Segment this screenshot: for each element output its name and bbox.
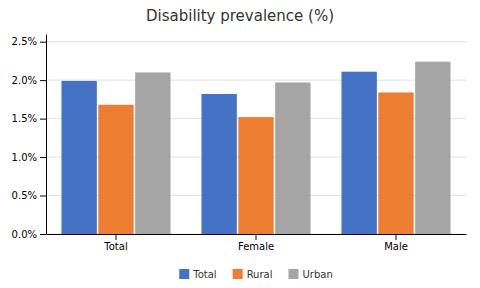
bar — [98, 105, 133, 234]
x-tick: Male — [384, 234, 408, 252]
bar-series — [61, 72, 376, 234]
bar-series — [135, 62, 450, 234]
y-axis-line — [46, 35, 47, 235]
grid-line — [46, 80, 466, 81]
y-tick: 1.0% — [12, 152, 46, 163]
x-tick-label: Total — [103, 241, 127, 252]
legend-label: Rural — [247, 269, 273, 280]
legend-swatch — [233, 269, 243, 279]
x-tick-label: Male — [384, 241, 408, 252]
legend: Total Rural Urban — [179, 269, 332, 280]
bar — [61, 81, 96, 234]
bar — [135, 72, 170, 234]
legend-swatch — [288, 269, 298, 279]
bar — [201, 94, 236, 234]
y-tick-mark — [40, 42, 46, 43]
y-tick: 1.5% — [12, 113, 46, 124]
legend-label: Urban — [302, 269, 332, 280]
y-tick-label: 1.0% — [12, 152, 37, 163]
x-tick-mark — [256, 234, 257, 240]
y-tick-mark — [40, 157, 46, 158]
bars — [61, 62, 450, 234]
y-tick-mark — [40, 80, 46, 81]
y-tick-label: 1.5% — [12, 113, 37, 124]
legend-swatch — [179, 269, 189, 279]
bar — [341, 72, 376, 234]
bar — [238, 117, 273, 234]
chart: Disability prevalence (%) 0.0% 0.5% 1.0% 1.5… — [0, 0, 480, 288]
y-tick: 2.5% — [12, 36, 46, 47]
x-tick-mark — [396, 234, 397, 240]
x-axis: Total Female Male — [47, 234, 467, 252]
legend-item: Urban — [288, 269, 332, 280]
x-tick-mark — [116, 234, 117, 240]
y-tick-mark — [40, 234, 46, 235]
x-tick: Female — [238, 234, 274, 252]
grid-line — [46, 41, 466, 42]
y-tick-label: 0.5% — [12, 190, 37, 201]
legend-item: Total — [179, 269, 216, 280]
y-tick-mark — [40, 196, 46, 197]
y-tick-label: 2.5% — [12, 36, 37, 47]
title: Disability prevalence (%) — [146, 7, 334, 25]
x-tick-label: Female — [238, 241, 274, 252]
legend-label: Total — [192, 269, 216, 280]
bar — [415, 62, 450, 234]
y-tick: 0.5% — [12, 190, 46, 201]
y-tick-label: 2.0% — [12, 75, 37, 86]
y-tick: 0.0% — [12, 229, 46, 240]
plot: 0.0% 0.5% 1.0% 1.5% 2.0% 2.5% Total Female Male — [12, 35, 467, 253]
y-axis: 0.0% 0.5% 1.0% 1.5% 2.0% 2.5% — [12, 35, 47, 240]
y-tick-label: 0.0% — [12, 229, 37, 240]
bar — [275, 82, 310, 234]
x-tick: Total — [103, 234, 127, 252]
bar — [378, 92, 413, 234]
y-tick: 2.0% — [12, 75, 46, 86]
legend-item: Rural — [233, 269, 273, 280]
y-tick-mark — [40, 119, 46, 120]
grid — [46, 42, 466, 234]
